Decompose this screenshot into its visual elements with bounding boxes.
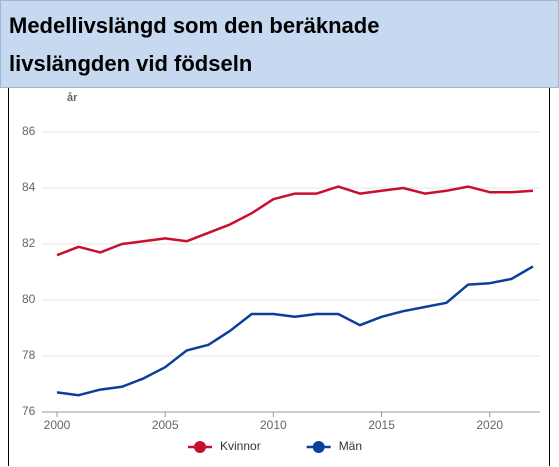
- x-tick-label: 2005: [152, 418, 179, 432]
- x-tick-label: 2010: [260, 418, 287, 432]
- x-tick-label: 2000: [44, 418, 71, 432]
- legend-marker: [194, 441, 206, 453]
- x-tick-label: 2015: [368, 418, 395, 432]
- chart-box: [8, 88, 550, 466]
- chart-title: Medellivslängd som den beräknade livslän…: [9, 13, 380, 76]
- header: Medellivslängd som den beräknade livslän…: [0, 0, 559, 88]
- legend-label: Män: [339, 439, 362, 453]
- y-tick-label: 82: [22, 236, 36, 250]
- y-tick-label: 80: [22, 292, 36, 306]
- y-axis-label: år: [67, 92, 78, 104]
- x-tick-label: 2020: [476, 418, 503, 432]
- series-line: [56, 265, 534, 397]
- y-tick-label: 76: [22, 404, 36, 418]
- series-line: [56, 185, 534, 257]
- legend-label: Kvinnor: [220, 439, 261, 453]
- y-tick-label: 84: [22, 180, 36, 194]
- y-tick-label: 86: [22, 124, 36, 138]
- y-tick-label: 78: [22, 348, 36, 362]
- legend-marker: [312, 441, 325, 453]
